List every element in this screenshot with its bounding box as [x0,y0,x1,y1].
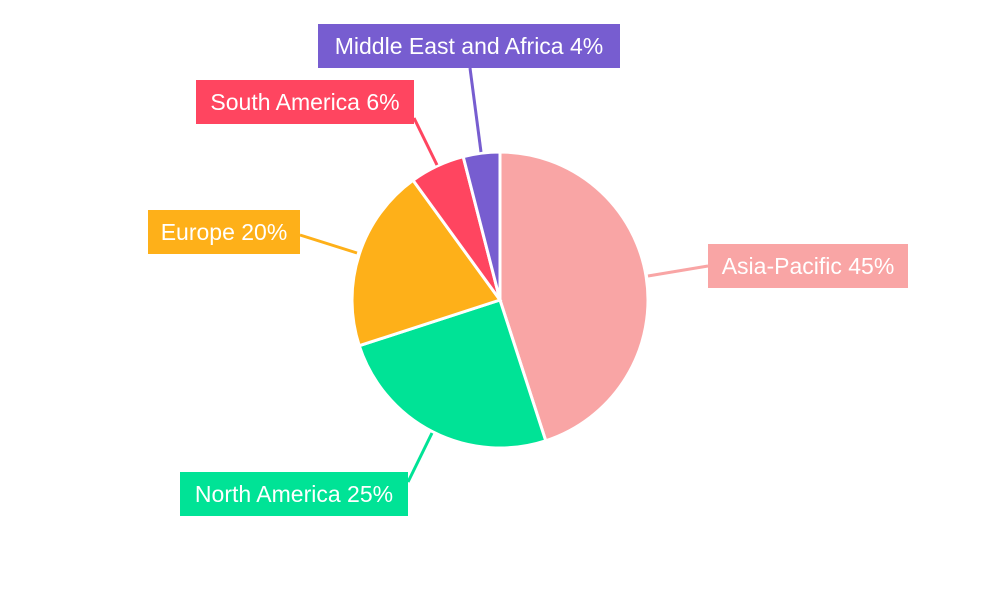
data-label-box [180,472,408,516]
pie-slice-north-america[interactable] [357,298,548,450]
leader-line [299,233,358,255]
data-label: Europe 20% [161,219,288,245]
data-label: Asia-Pacific 45% [722,253,895,279]
data-label-box [196,80,414,124]
pie-slice-middle-east-and-africa[interactable] [461,150,502,301]
data-label-box [148,210,300,254]
leader-line [412,117,439,166]
pie-slice-asia-pacific[interactable] [498,150,650,443]
data-label: South America 6% [210,89,399,115]
data-label: Middle East and Africa 4% [335,33,603,59]
leader-line [468,67,483,153]
data-label-box [318,24,620,68]
leader-line [647,264,709,278]
data-label-box [708,244,908,288]
pie-slice-europe[interactable] [350,178,503,348]
data-label: North America 25% [195,481,393,507]
leader-line [406,432,434,483]
